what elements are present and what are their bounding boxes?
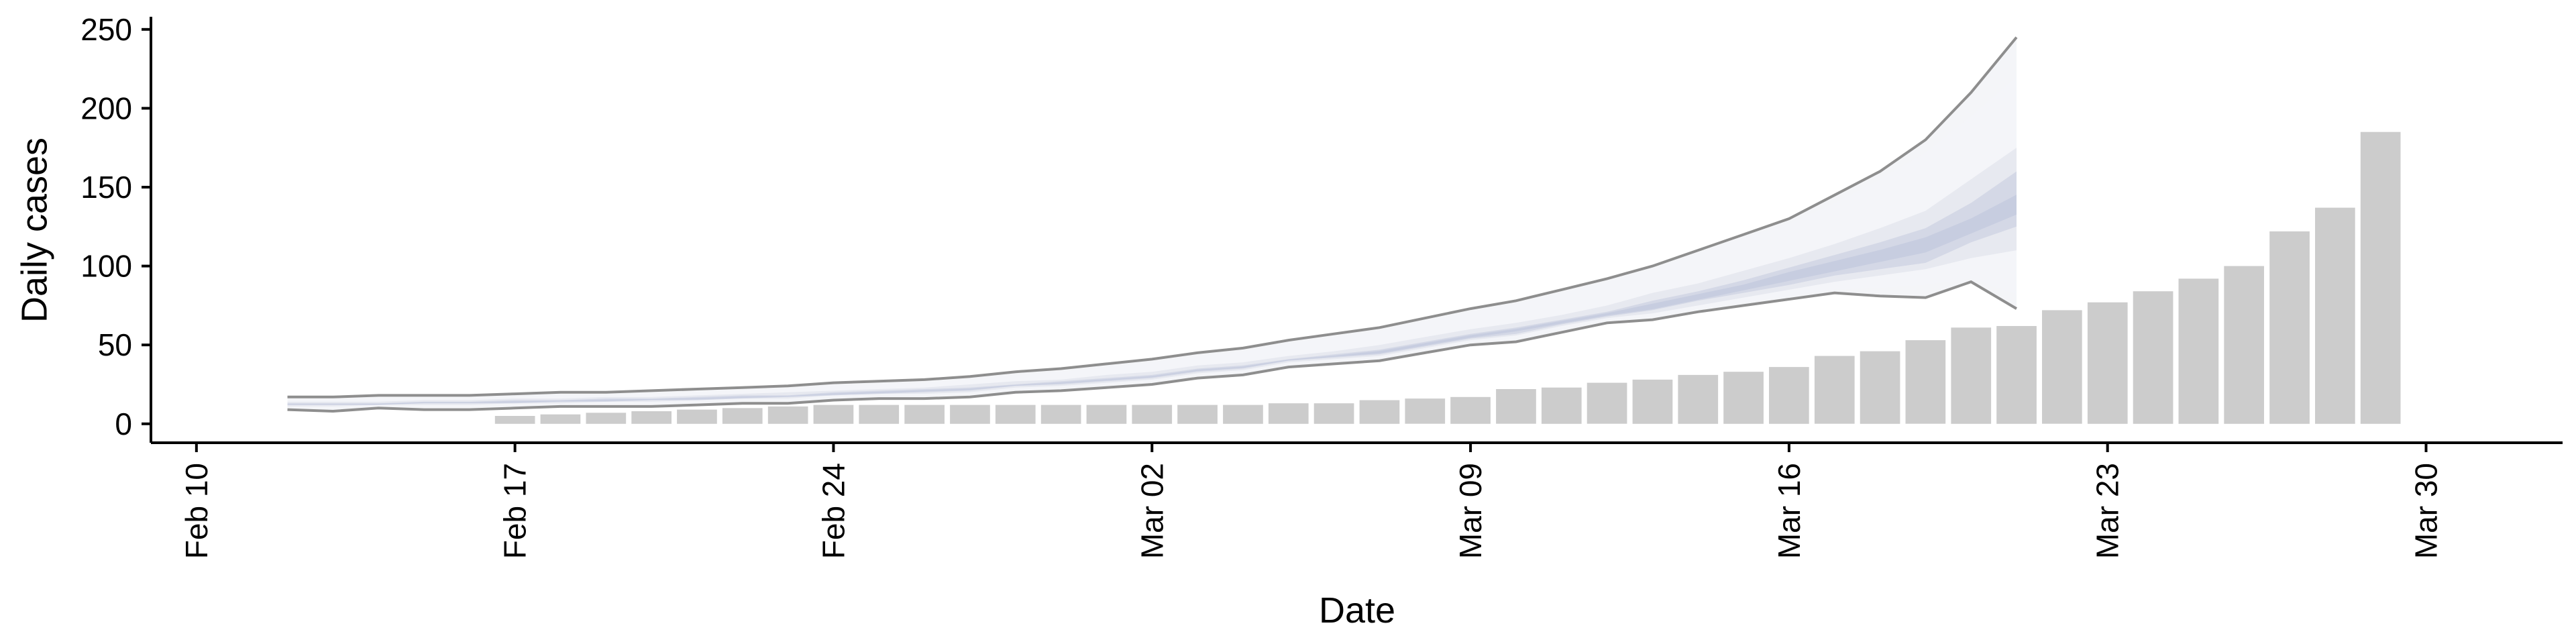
- bar: [2360, 131, 2401, 424]
- x-tick-label: Feb 24: [816, 463, 851, 559]
- x-tick-label: Mar 02: [1134, 463, 1169, 559]
- x-tick-label: Mar 30: [2409, 463, 2444, 559]
- bar: [677, 409, 717, 424]
- bar: [1405, 398, 1446, 424]
- bar: [1723, 372, 1764, 424]
- bar: [631, 411, 672, 424]
- bar: [722, 408, 763, 424]
- upper-bound-line: [287, 36, 2018, 398]
- x-axis-title: Date: [1319, 590, 1395, 631]
- bar: [950, 405, 990, 424]
- bar: [767, 406, 808, 424]
- bar: [1132, 405, 1173, 424]
- bar: [1450, 396, 1491, 424]
- bar: [1496, 389, 1536, 424]
- bar: [1860, 351, 1900, 424]
- bar: [2315, 207, 2355, 424]
- nowcast-bands: [287, 37, 2017, 412]
- bar: [1040, 405, 1081, 424]
- bar: [1268, 403, 1309, 424]
- bar: [540, 414, 581, 424]
- y-tick-label: 150: [80, 170, 132, 205]
- bar: [1086, 405, 1127, 424]
- bar: [813, 405, 854, 424]
- y-tick-label: 100: [80, 249, 132, 284]
- axes: [142, 17, 2563, 452]
- x-tick-label: Feb 10: [179, 463, 214, 559]
- bar: [1359, 400, 1400, 424]
- bar: [995, 405, 1036, 424]
- bar: [1996, 326, 2037, 424]
- bar: [1541, 387, 1582, 424]
- tick-labels: 0 50 100 150 200 250 Feb 10 Feb 17 Feb 24 Mar 02 M…: [80, 12, 2443, 559]
- x-tick-label: Mar 23: [2090, 463, 2125, 559]
- bar: [494, 416, 535, 424]
- bar: [1177, 405, 1218, 424]
- lower-bound-line: [287, 280, 2018, 413]
- bar: [586, 413, 627, 424]
- x-tick-label: Mar 16: [1772, 463, 1807, 559]
- bar: [1313, 403, 1354, 424]
- y-tick-label: 0: [115, 407, 132, 441]
- bar: [2224, 266, 2264, 424]
- daily-case-bars: [494, 131, 2401, 424]
- bar: [2087, 302, 2128, 424]
- x-tick-label: Feb 17: [498, 463, 533, 559]
- bar: [2133, 291, 2174, 424]
- bar: [1814, 356, 1855, 424]
- y-tick-label: 200: [80, 91, 132, 125]
- bar: [1632, 379, 1673, 424]
- bar: [2269, 231, 2310, 424]
- bar: [859, 405, 900, 424]
- bar: [1223, 405, 1263, 424]
- bar: [1951, 327, 1992, 424]
- x-tick-label: Mar 09: [1453, 463, 1488, 559]
- bar: [904, 405, 945, 424]
- bar: [1678, 374, 1719, 424]
- y-axis-title: Daily cases: [14, 138, 54, 323]
- y-tick-label: 50: [98, 327, 132, 362]
- bar: [2178, 278, 2219, 424]
- bar: [1769, 367, 1809, 424]
- y-tick-label: 250: [80, 12, 132, 47]
- nowcast-lines: [287, 36, 2018, 413]
- bar: [1587, 382, 1627, 424]
- bar: [2042, 310, 2082, 424]
- band-full: [287, 37, 2017, 412]
- bar: [1905, 340, 1946, 424]
